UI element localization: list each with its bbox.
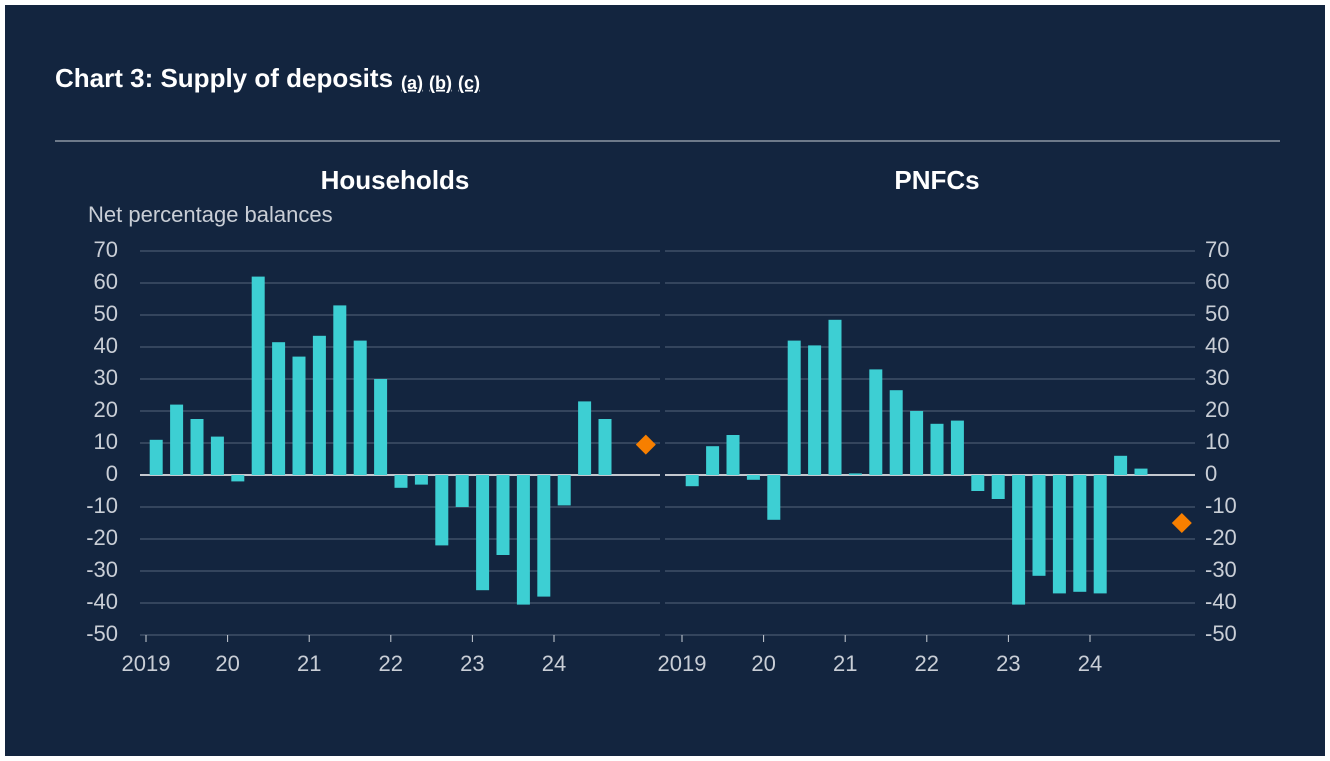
y-tick-label: -40 xyxy=(1205,589,1237,614)
x-tick-label: 21 xyxy=(297,651,321,676)
x-tick-label: 20 xyxy=(751,651,775,676)
bar xyxy=(496,475,510,555)
bar xyxy=(516,475,530,605)
panel-title: PNFCs xyxy=(894,165,979,195)
bar xyxy=(598,419,612,475)
x-tick-label: 24 xyxy=(542,651,566,676)
bar xyxy=(767,475,781,520)
y-tick-label: 30 xyxy=(94,365,118,390)
bar xyxy=(1134,468,1148,475)
y-tick-label: 10 xyxy=(1205,429,1229,454)
bar xyxy=(889,390,903,475)
bar xyxy=(476,475,490,591)
bar xyxy=(930,423,944,475)
bar xyxy=(231,475,245,482)
bar xyxy=(726,435,740,475)
bar xyxy=(435,475,449,546)
bar xyxy=(1032,475,1046,576)
footnote-link[interactable]: (b) xyxy=(429,73,452,93)
bar xyxy=(950,420,964,475)
y-tick-label: -10 xyxy=(1205,493,1237,518)
bar xyxy=(685,475,699,487)
bar xyxy=(808,345,822,475)
bar xyxy=(149,439,163,475)
chart-title: Chart 3: Supply of deposits xyxy=(55,63,393,93)
y-tick-label: 20 xyxy=(94,397,118,422)
bar xyxy=(848,473,862,475)
y-tick-label: 40 xyxy=(1205,333,1229,358)
bar xyxy=(394,475,408,488)
bar xyxy=(746,475,760,480)
x-tick-label: 23 xyxy=(460,651,484,676)
bar xyxy=(787,340,801,475)
y-tick-label: 50 xyxy=(1205,301,1229,326)
bar xyxy=(1073,475,1087,592)
bar xyxy=(1093,475,1107,594)
bar xyxy=(312,335,326,475)
x-tick-label: 2019 xyxy=(658,651,707,676)
bar xyxy=(537,475,551,597)
x-tick-label: 22 xyxy=(915,651,939,676)
expected-marker xyxy=(1171,513,1192,533)
footnote-link[interactable]: (c) xyxy=(458,73,480,93)
x-tick-label: 2019 xyxy=(122,651,171,676)
x-tick-label: 20 xyxy=(215,651,239,676)
bar xyxy=(1012,475,1026,605)
bar xyxy=(578,401,592,475)
bar xyxy=(210,436,224,475)
bar xyxy=(190,419,204,475)
y-tick-label: 10 xyxy=(94,429,118,454)
y-tick-label: 60 xyxy=(94,269,118,294)
y-tick-label: 0 xyxy=(1205,461,1217,486)
y-tick-label: -50 xyxy=(1205,621,1237,646)
panel-title: Households xyxy=(321,165,470,195)
bar xyxy=(353,340,367,475)
bar xyxy=(455,475,469,507)
y-tick-label: 0 xyxy=(106,461,118,486)
bar xyxy=(971,475,985,491)
y-tick-label: -40 xyxy=(86,589,118,614)
bar xyxy=(869,369,883,475)
x-tick-label: 24 xyxy=(1078,651,1102,676)
bar xyxy=(251,276,265,475)
bar xyxy=(706,446,720,475)
x-tick-label: 23 xyxy=(996,651,1020,676)
y-tick-label: -30 xyxy=(86,557,118,582)
y-tick-label: -20 xyxy=(1205,525,1237,550)
y-tick-label: 50 xyxy=(94,301,118,326)
y-tick-label: 20 xyxy=(1205,397,1229,422)
bar xyxy=(374,379,388,475)
bar xyxy=(1052,475,1066,594)
footnote-link[interactable]: (a) xyxy=(401,73,423,93)
bar xyxy=(292,356,306,475)
bar xyxy=(828,319,842,475)
background xyxy=(5,5,1325,756)
bar xyxy=(333,305,347,475)
expected-marker xyxy=(635,434,656,455)
bar xyxy=(272,342,286,475)
y-tick-label: 40 xyxy=(94,333,118,358)
y-tick-label: 70 xyxy=(94,237,118,262)
y-tick-label: -10 xyxy=(86,493,118,518)
bar xyxy=(910,411,924,475)
y-tick-label: -20 xyxy=(86,525,118,550)
bar xyxy=(1114,455,1128,475)
bar xyxy=(557,475,571,506)
x-tick-label: 22 xyxy=(379,651,403,676)
bar xyxy=(170,404,184,475)
y-tick-label: -50 xyxy=(86,621,118,646)
y-tick-label: 70 xyxy=(1205,237,1229,262)
x-tick-label: 21 xyxy=(833,651,857,676)
y-tick-label: 30 xyxy=(1205,365,1229,390)
y-tick-label: 60 xyxy=(1205,269,1229,294)
bar xyxy=(414,475,428,485)
bar xyxy=(991,475,1005,499)
y-tick-label: -30 xyxy=(1205,557,1237,582)
y-axis-label: Net percentage balances xyxy=(88,202,333,227)
